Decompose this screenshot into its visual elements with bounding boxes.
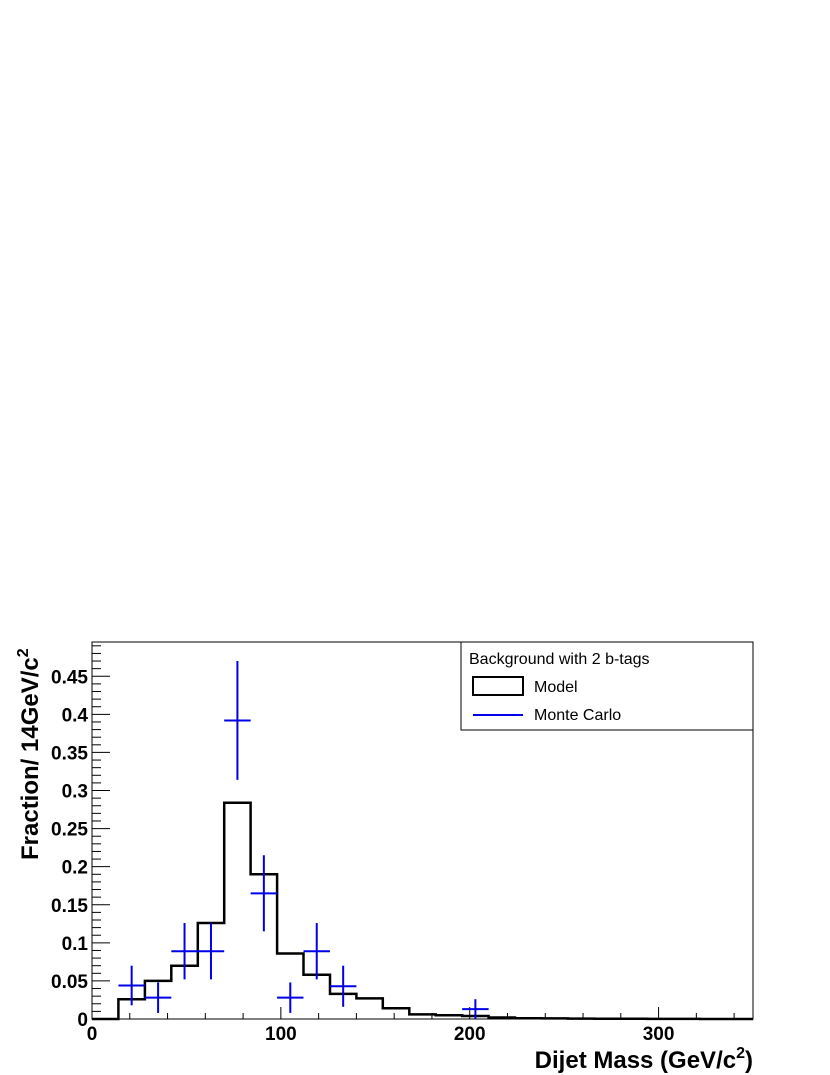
monte-carlo-point	[303, 923, 330, 980]
monte-carlo-point	[329, 965, 357, 1007]
legend-box: Background with 2 b-tags Model Monte Car…	[460, 641, 754, 731]
x-tick-label: 0	[87, 1024, 98, 1045]
y-axis-tick-labels: 0 0.05 0.1 0.15 0.2 0.25 0.3 0.35 0.4 0.45	[51, 667, 88, 1031]
x-tick-label: 100	[265, 1024, 297, 1045]
y-tick-label: 0.4	[62, 705, 89, 726]
y-tick-label: 0.3	[62, 782, 88, 803]
monte-carlo-point	[118, 965, 145, 1006]
x-tick-label: 200	[454, 1024, 486, 1045]
x-axis-title: Dijet Mass (GeV/c2)	[535, 1045, 753, 1074]
y-tick-label: 0.05	[51, 972, 88, 993]
x-axis-ticks	[91, 1007, 735, 1019]
legend-model-label: Model	[534, 679, 578, 696]
monte-carlo-point	[462, 999, 489, 1019]
monte-carlo-point	[171, 923, 198, 980]
x-tick-label: 300	[643, 1024, 675, 1045]
y-axis-ticks	[92, 645, 110, 1020]
y-tick-label: 0.45	[51, 667, 88, 688]
y-tick-label: 0.2	[62, 858, 88, 879]
x-axis-title-superscript: 2	[736, 1045, 745, 1062]
plot-frame	[91, 641, 754, 1020]
y-tick-label: 0.15	[51, 896, 88, 917]
y-axis-title-main: Fraction/ 14GeV/c	[17, 657, 44, 860]
monte-carlo-point	[277, 982, 304, 1013]
x-axis-tick-labels: 0 100 200 300	[87, 1024, 675, 1045]
monte-carlo-point	[144, 982, 172, 1013]
model-histogram-line	[92, 801, 753, 1021]
legend-monte-carlo-label: Monte Carlo	[534, 707, 621, 724]
y-tick-label: 0.35	[51, 743, 88, 764]
x-axis-title-suffix: )	[745, 1047, 753, 1074]
y-tick-label: 0.25	[51, 820, 88, 841]
legend-title: Background with 2 b-tags	[469, 651, 650, 668]
monte-carlo-points	[118, 661, 489, 1019]
monte-carlo-point	[250, 855, 278, 932]
monte-carlo-point	[224, 661, 251, 780]
y-tick-label: 0	[77, 1010, 88, 1031]
legend-model-swatch	[472, 676, 524, 696]
monte-carlo-point	[197, 923, 225, 980]
x-axis-title-main: Dijet Mass (GeV/c	[535, 1047, 736, 1074]
y-tick-label: 0.1	[62, 934, 89, 955]
y-axis-title: Fraction/ 14GeV/c2	[15, 648, 44, 860]
y-axis-title-superscript: 2	[15, 648, 32, 657]
